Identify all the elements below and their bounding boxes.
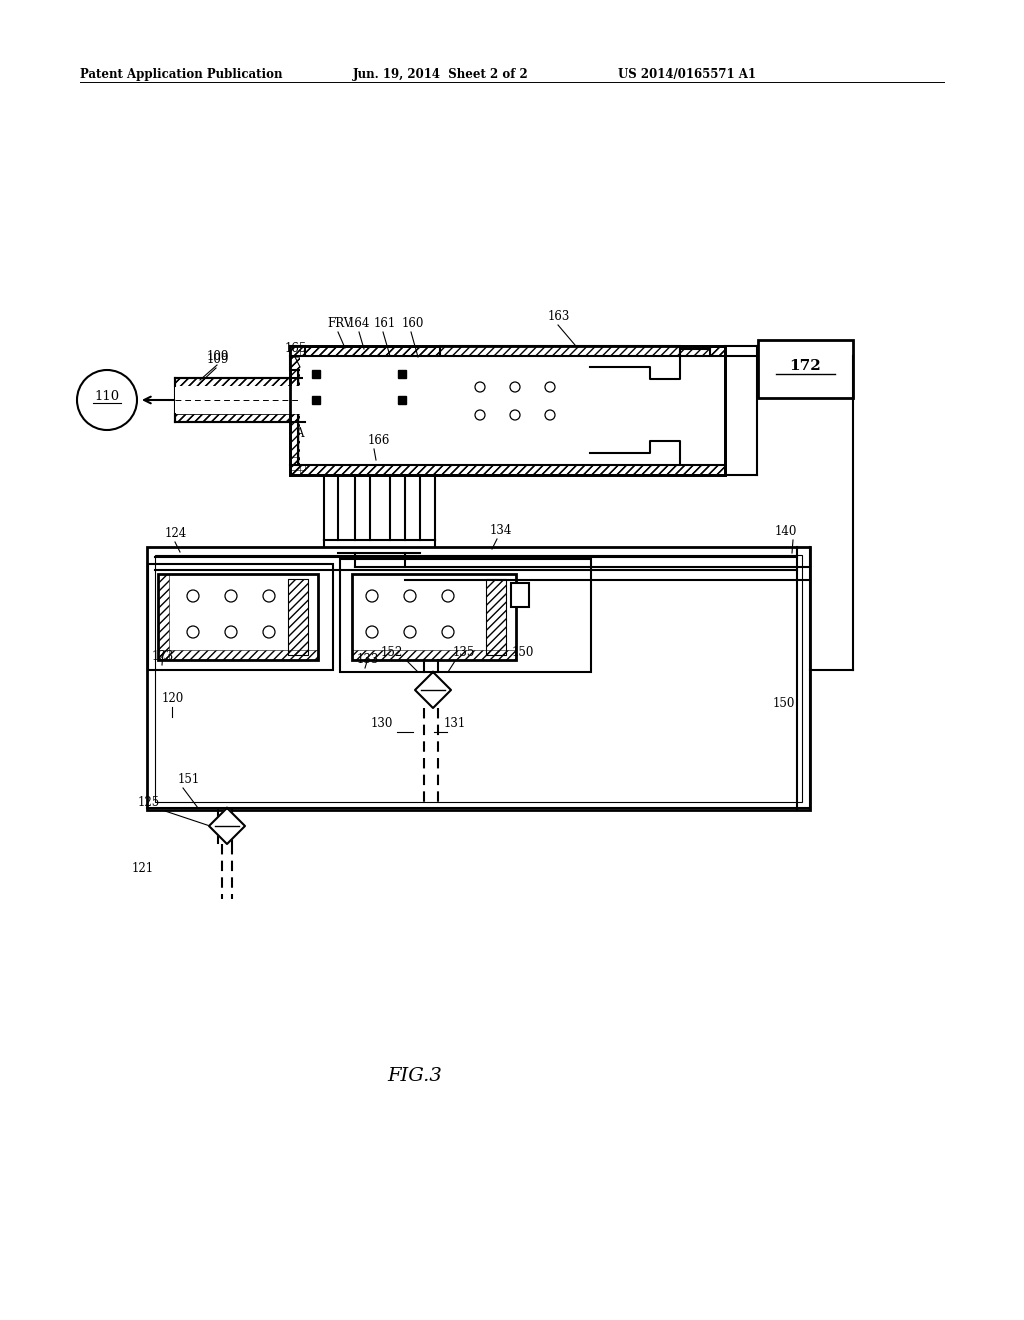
Text: Patent Application Publication: Patent Application Publication [80, 69, 283, 81]
Bar [758, 341, 853, 399]
Text: 150: 150 [512, 645, 535, 659]
Bar [398, 396, 406, 404]
Bar [440, 356, 680, 367]
Bar [298, 356, 440, 465]
Bar [440, 346, 680, 367]
Text: FRV: FRV [327, 317, 352, 330]
Bar [352, 649, 516, 660]
Text: 125: 125 [138, 796, 160, 809]
Bar [340, 558, 591, 672]
Text: 135: 135 [453, 645, 475, 659]
Text: 140: 140 [775, 525, 798, 539]
Text: 131: 131 [444, 717, 466, 730]
Bar [352, 574, 516, 660]
Bar [175, 378, 305, 422]
Bar [440, 367, 680, 444]
Bar [175, 385, 305, 414]
Text: 160: 160 [402, 317, 424, 330]
Bar [650, 356, 680, 379]
Polygon shape [415, 672, 451, 708]
Bar [175, 378, 305, 385]
Bar [290, 465, 725, 475]
Text: US 2014/0165571 A1: US 2014/0165571 A1 [618, 69, 756, 81]
Text: Jun. 19, 2014  Sheet 2 of 2: Jun. 19, 2014 Sheet 2 of 2 [353, 69, 528, 81]
Text: A: A [295, 426, 303, 440]
Bar [290, 346, 300, 475]
Text: 163: 163 [548, 310, 570, 323]
Text: FIG.3: FIG.3 [388, 1067, 442, 1085]
Text: 161: 161 [374, 317, 396, 330]
Bar [148, 564, 333, 671]
Text: 166: 166 [368, 434, 390, 447]
Bar [175, 414, 305, 422]
Bar [290, 465, 725, 475]
Text: 120: 120 [162, 692, 184, 705]
Text: 172: 172 [790, 359, 821, 374]
Bar [290, 356, 305, 370]
Bar [440, 444, 680, 453]
Bar [290, 346, 725, 475]
Text: 134: 134 [490, 524, 512, 537]
Circle shape [77, 370, 137, 430]
Bar [300, 356, 715, 465]
Text: 109: 109 [207, 352, 229, 366]
Text: 150: 150 [773, 697, 796, 710]
Text: 109: 109 [207, 350, 229, 363]
Bar [290, 346, 305, 370]
Bar [288, 579, 308, 655]
Bar [312, 396, 319, 404]
Text: 151: 151 [178, 774, 201, 785]
Text: 124: 124 [165, 527, 187, 540]
Bar [680, 348, 710, 389]
Text: 110: 110 [94, 389, 120, 403]
Bar [398, 370, 406, 378]
Text: 164: 164 [348, 317, 371, 330]
Bar [175, 378, 305, 385]
Bar [440, 433, 680, 453]
Text: 152: 152 [381, 645, 403, 659]
Bar [486, 579, 506, 655]
Bar [158, 574, 318, 660]
Bar [303, 374, 435, 408]
Bar [312, 370, 319, 378]
Bar [147, 546, 810, 810]
Text: 133: 133 [357, 653, 379, 667]
Bar [158, 574, 169, 660]
Text: 121: 121 [132, 862, 154, 875]
Bar [486, 579, 506, 655]
Bar [290, 457, 305, 470]
Polygon shape [209, 808, 245, 843]
Bar [155, 554, 802, 803]
Bar [288, 579, 308, 655]
Bar [650, 441, 680, 463]
Text: 123: 123 [152, 649, 174, 663]
Bar [290, 346, 725, 356]
Bar [290, 346, 725, 356]
Bar [298, 356, 440, 465]
Bar [175, 414, 305, 422]
Text: 130: 130 [371, 717, 393, 730]
Bar [511, 583, 529, 607]
Text: 165: 165 [285, 342, 307, 355]
Bar [158, 649, 318, 660]
